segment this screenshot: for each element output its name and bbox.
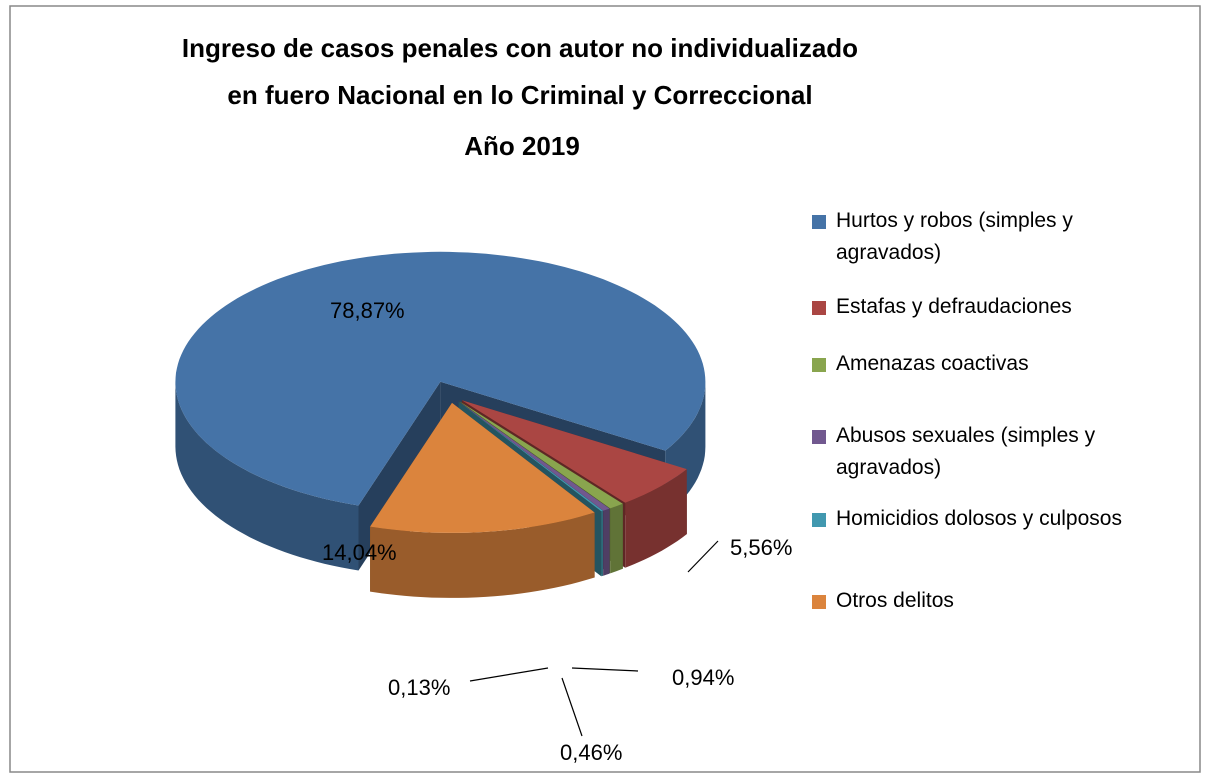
slice (370, 402, 595, 533)
legend-label: Abusos sexuales (simples y agravados) (836, 424, 1096, 479)
slice-side (610, 503, 623, 574)
slice (175, 251, 706, 506)
slice-side (175, 381, 359, 571)
value-label: 0,13% (388, 675, 450, 700)
slice-side (625, 469, 687, 568)
legend-item: Hurtos y robos (simples y agravados) (812, 205, 1162, 269)
legend-swatch (812, 430, 826, 444)
slice (461, 400, 687, 503)
chart-subtitle: Año 2019 (464, 131, 580, 161)
legend-label: Otros delitos (836, 589, 954, 612)
legend-swatch (812, 215, 826, 229)
chart-title: en fuero Nacional en lo Criminal y Corre… (227, 80, 812, 110)
slice-side (603, 508, 610, 576)
value-label: 5,56% (730, 535, 792, 560)
value-label: 78,87% (330, 298, 405, 323)
leader-line (561, 677, 583, 737)
legend-label: Hurtos y robos (simples y agravados) (836, 209, 1073, 264)
legend-item: Abusos sexuales (simples y agravados) (812, 420, 1162, 484)
legend-swatch (812, 358, 826, 372)
slice (458, 401, 610, 511)
legend-swatch (812, 513, 826, 527)
slice (458, 401, 603, 512)
leader-line (687, 540, 719, 573)
value-label: 0,46% (560, 740, 622, 765)
value-label: 14,04% (322, 540, 397, 565)
slice-side (370, 512, 595, 598)
slice-side (601, 510, 603, 577)
chart-title: Ingreso de casos penales con autor no in… (182, 33, 858, 63)
legend-swatch (812, 595, 826, 609)
leader-line (571, 667, 639, 672)
legend-label: Amenazas coactivas (836, 352, 1029, 375)
legend-swatch (812, 301, 826, 315)
legend-item: Estafas y defraudaciones (812, 291, 1162, 323)
legend-item: Homicidios dolosos y culposos (812, 503, 1162, 535)
leader-line (469, 667, 549, 682)
slice (459, 401, 623, 509)
legend-label: Homicidios dolosos y culposos (836, 507, 1122, 530)
legend-item: Otros delitos (812, 585, 1162, 617)
legend-label: Estafas y defraudaciones (836, 295, 1072, 318)
value-label: 0,94% (672, 665, 734, 690)
legend-item: Amenazas coactivas (812, 348, 1162, 380)
